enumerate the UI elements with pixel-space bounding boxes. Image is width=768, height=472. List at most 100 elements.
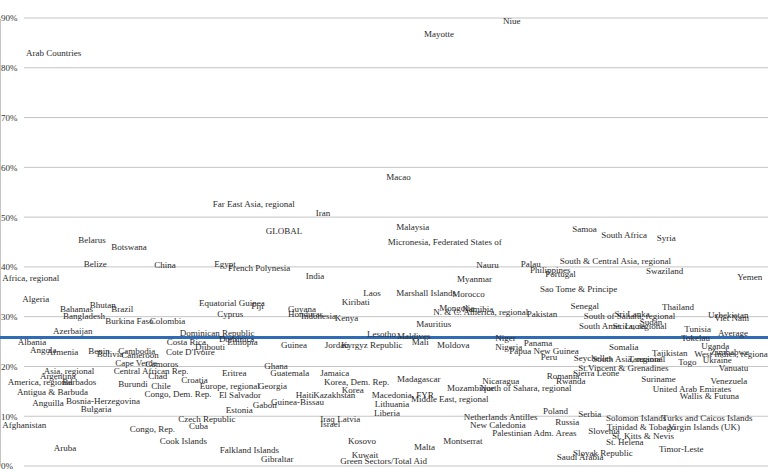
grid-line	[24, 167, 768, 168]
point-label: Sao Tome & Principe	[540, 284, 617, 294]
point-label: Costa Rica	[167, 337, 206, 347]
point-label: Middle East, regional	[411, 394, 489, 404]
point-label: Lesotho	[367, 329, 396, 339]
point-label: Cuba	[189, 421, 208, 431]
point-label: Morocco	[452, 289, 485, 299]
point-label: Latvia	[337, 414, 360, 424]
point-label: Kosovo	[348, 436, 377, 446]
grid-line	[24, 18, 768, 19]
labels: Niue Mayotte Arab Countries Macao Far East A…	[2, 16, 768, 466]
point-label: Congo, Rep.	[130, 424, 175, 434]
point-label: Saudi Arabia	[557, 452, 604, 462]
point-label: Armenia	[47, 347, 79, 357]
point-label: Portugal	[545, 269, 576, 279]
point-label: Kyrgyz Republic	[341, 340, 403, 350]
point-label: Cote D'Ivoire	[166, 347, 215, 357]
chart-container: 0%10%20%30%40%50%60%70%80%90%NiueMayotte…	[0, 0, 768, 472]
point-label: Viet Nam	[714, 313, 749, 323]
point-label: Marshall Islands	[396, 288, 456, 298]
point-label: Colombia	[150, 316, 186, 326]
point-label: Green Sectors/Total Aid	[340, 456, 427, 466]
tick-label: 40%	[1, 262, 18, 272]
point-label: Cyprus	[217, 309, 244, 319]
tick: 0%	[0, 461, 14, 471]
point-label: Macao	[386, 172, 411, 182]
point-label: Moldova	[437, 340, 470, 350]
axis-line	[0, 19, 1, 467]
point-label: Ethiopia	[227, 337, 258, 347]
point-label: Mayotte	[424, 29, 454, 39]
tick-label: 70%	[1, 113, 18, 123]
point-label: Malaysia	[396, 222, 429, 232]
tick: 60%	[0, 163, 18, 173]
point-label: Niue	[503, 16, 521, 26]
point-label: Nauru	[476, 260, 499, 270]
tick: 70%	[0, 113, 18, 123]
point-label: Timor-Leste	[659, 444, 704, 454]
point-label: Palestinian Adm. Areas	[492, 428, 577, 438]
point-label: St.Vincent & Grenadines	[578, 363, 669, 373]
point-label: Chad	[148, 371, 167, 381]
point-label: Wallis & Futuna	[680, 391, 739, 401]
point-label: Eritrea	[222, 368, 246, 378]
point-label: Bangladesh	[63, 311, 105, 321]
point-label: Africa, regional	[2, 273, 59, 283]
point-label: Georgia	[258, 381, 287, 391]
point-label: St. Lucia	[613, 321, 646, 331]
point-label: St. Kitts & Nevis	[612, 431, 675, 441]
point-label: Arab Countries	[26, 48, 82, 58]
grid-line	[24, 217, 768, 218]
point-label: Burundi	[118, 379, 148, 389]
point-label: Average	[718, 328, 748, 338]
point-label: Afghanistan	[2, 420, 46, 430]
point-label: GLOBAL	[266, 226, 303, 236]
point-label: Swaziland	[646, 266, 684, 276]
point-label: Guinea-Bissau	[271, 397, 324, 407]
point-label: Congo, Dem. Rep.	[144, 389, 211, 399]
point-label: Belarus	[78, 235, 106, 245]
point-label: El Salvador	[219, 390, 261, 400]
point-label: Burkina Faso	[105, 316, 154, 326]
plot-area: Niue Mayotte Arab Countries Macao Far East A…	[0, 16, 768, 466]
grid	[24, 18, 768, 466]
point-label: Micronesia, Federated States of	[388, 237, 502, 247]
point-label: Guatemala	[270, 368, 309, 378]
tick: 50%	[0, 212, 18, 222]
point-label: Serbia	[578, 409, 601, 419]
point-label: Botswana	[111, 242, 147, 252]
point-label: Algeria	[22, 294, 49, 304]
point-label: Russia	[555, 417, 579, 427]
point-label: Yemen	[737, 272, 763, 282]
point-label: Suriname	[641, 374, 676, 384]
point-label: Liberia	[374, 408, 400, 418]
point-label: South Africa	[601, 230, 647, 240]
point-label: Barbados	[62, 377, 96, 387]
point-label: West Indies, regional	[694, 349, 768, 359]
grid-line	[24, 117, 768, 118]
tick-label: 0%	[1, 461, 14, 471]
point-label: French Polynesia	[228, 263, 290, 273]
point-label: Bulgaria	[81, 404, 112, 414]
point-label: South & Central Asia, regional	[560, 256, 672, 266]
point-label: North of Sahara, regional	[480, 383, 572, 393]
tick-label: 20%	[1, 362, 18, 372]
point-label: Kenya	[335, 313, 359, 323]
y-axis: 0%10%20%30%40%50%60%70%80%90%	[0, 13, 18, 471]
point-label: Brazil	[111, 304, 133, 314]
point-label: Fiji	[251, 301, 264, 311]
tick-label: 90%	[1, 13, 18, 23]
point-label: India	[306, 271, 325, 281]
tick-label: 60%	[1, 163, 18, 173]
point-label: Iran	[316, 208, 331, 218]
point-label: Far East Asia, regional	[213, 199, 295, 209]
point-label: China	[154, 260, 176, 270]
point-label: Indonesia	[301, 311, 336, 321]
point-label: Gibraltar	[261, 454, 293, 464]
tick-label: 80%	[1, 63, 18, 73]
point-label: Kiribati	[342, 297, 370, 307]
point-label: Senegal	[571, 301, 600, 311]
point-label: Anguilla	[32, 398, 64, 408]
chart-svg: 0%10%20%30%40%50%60%70%80%90%NiueMayotte…	[0, 0, 768, 472]
point-label: Samoa	[572, 224, 597, 234]
point-label: Virgin Islands (UK)	[668, 422, 740, 432]
